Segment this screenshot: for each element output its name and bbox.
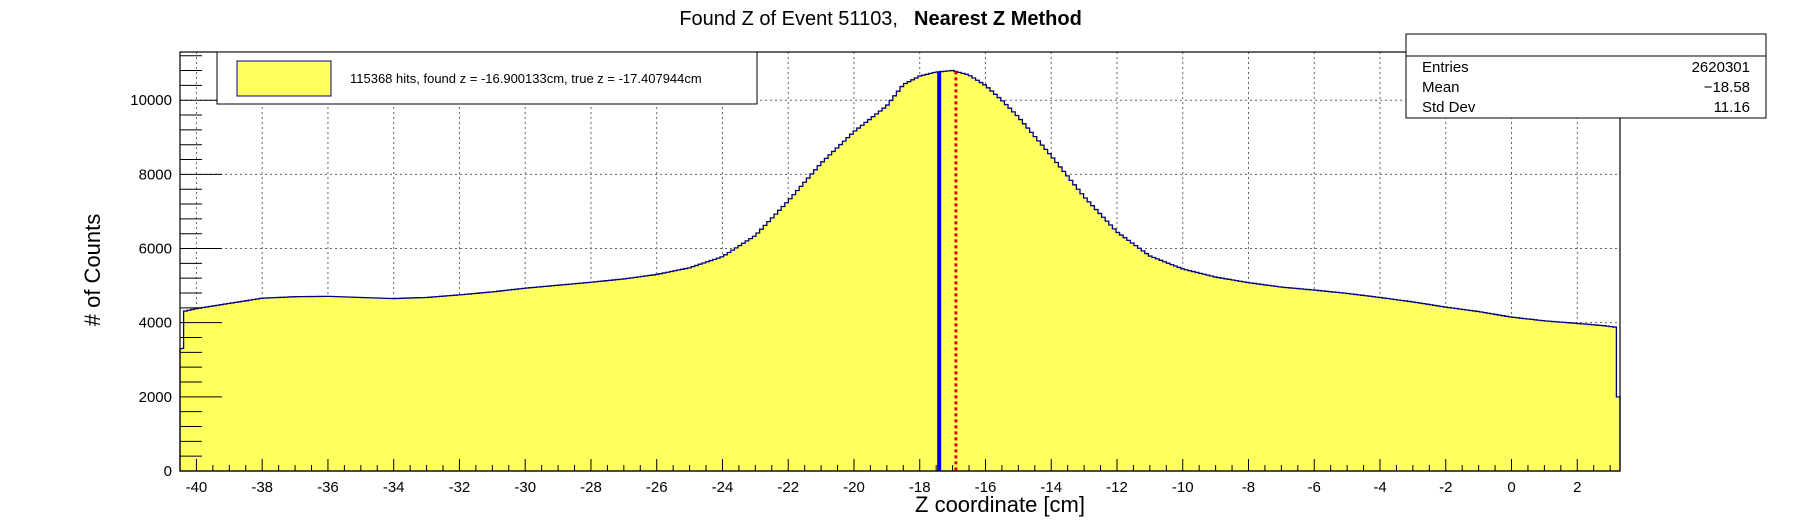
- y-axis-label: # of Counts: [80, 214, 105, 327]
- y-tick-label: 6000: [139, 241, 172, 258]
- x-tick-label: -36: [317, 479, 339, 496]
- y-tick-label: 10000: [130, 92, 172, 109]
- stats-box: Entries 2620301 Mean −18.58 Std Dev 11.1…: [1405, 33, 1767, 119]
- x-tick-label: -18: [909, 479, 931, 496]
- chart-title-method: Nearest Z Method: [914, 8, 1082, 30]
- y-tick-label: 2000: [139, 389, 172, 406]
- x-tick-label: -40: [186, 479, 208, 496]
- x-tick-label: -30: [514, 479, 536, 496]
- x-tick-label: -22: [777, 479, 799, 496]
- x-tick-label: -2: [1439, 479, 1452, 496]
- x-tick-label: -4: [1373, 479, 1386, 496]
- legend-box: 115368 hits, found z = -16.900133cm, tru…: [216, 51, 758, 105]
- x-tick-label: -28: [580, 479, 602, 496]
- y-axis-ticks: 0 2000 4000 6000 8000 10000: [130, 55, 222, 480]
- histogram-bars: [179, 69, 1621, 472]
- x-tick-label: -10: [1172, 479, 1194, 496]
- y-tick-label: 8000: [139, 166, 172, 183]
- histogram-area: [179, 69, 1621, 472]
- stats-mean-label: Mean: [1422, 79, 1460, 96]
- x-tick-label: -32: [449, 479, 471, 496]
- stats-mean-value: −18.58: [1704, 79, 1750, 96]
- x-tick-label: -14: [1040, 479, 1062, 496]
- x-tick-label: -34: [383, 479, 405, 496]
- legend-entry: 115368 hits, found z = -16.900133cm, tru…: [350, 71, 702, 86]
- stats-entries-value: 2620301: [1692, 59, 1750, 76]
- stats-entries-label: Entries: [1422, 59, 1469, 76]
- x-tick-label: -6: [1308, 479, 1321, 496]
- z-markers: [937, 71, 958, 471]
- y-tick-label: 4000: [139, 315, 172, 332]
- legend-swatch: [236, 60, 332, 97]
- x-axis-label: Z coordinate [cm]: [915, 492, 1085, 517]
- x-tick-label: -16: [975, 479, 997, 496]
- stats-stddev-label: Std Dev: [1422, 99, 1476, 116]
- stats-stddev-value: 11.16: [1714, 99, 1750, 116]
- x-tick-label: -24: [712, 479, 734, 496]
- x-axis-ticks: -40 -38 -36 -34 -32 -30 -28 -26 -24 -22 -20 -18 -16-…: [179, 459, 1611, 496]
- x-tick-label: 2: [1573, 479, 1581, 496]
- chart-title: Found Z of Event 51103,: [679, 8, 898, 30]
- x-tick-label: -20: [843, 479, 865, 496]
- x-tick-label: -38: [251, 479, 273, 496]
- x-tick-label: 0: [1507, 479, 1515, 496]
- y-tick-label: 0: [164, 463, 172, 480]
- plot-frame: [179, 51, 1621, 472]
- x-tick-label: -26: [646, 479, 668, 496]
- x-tick-label: -12: [1106, 479, 1128, 496]
- x-tick-label: -8: [1242, 479, 1255, 496]
